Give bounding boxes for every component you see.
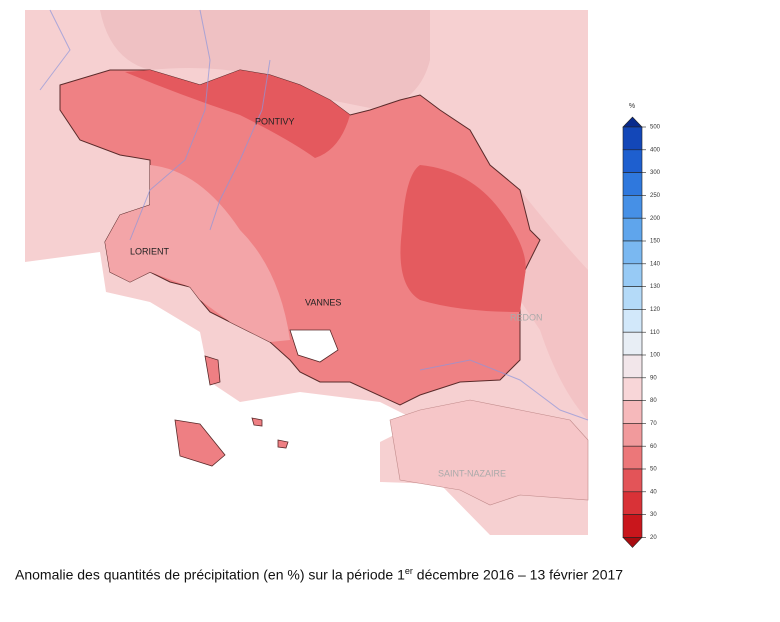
- colorbar-band: [622, 217, 643, 242]
- caption-text: décembre 2016 – 13 février 2017: [412, 566, 624, 583]
- tick-label: 70: [650, 421, 657, 427]
- caption-text: Anomalie des quantités de précipitation …: [15, 566, 405, 583]
- colorbar-band: [622, 195, 643, 219]
- tick-label: 100: [650, 353, 661, 359]
- colorbar-band: [622, 172, 643, 196]
- city-label: LORIENT: [130, 246, 170, 256]
- contour-zone: [400, 165, 526, 312]
- contour-zone: [125, 70, 350, 158]
- colorbar-band: [622, 468, 643, 493]
- river: [39, 9, 589, 421]
- city-label: VANNES: [305, 297, 341, 307]
- tick-label: 40: [650, 489, 657, 495]
- colorbar-band: [622, 309, 643, 333]
- colorbar-band: [622, 445, 643, 470]
- colorbar-band: [622, 354, 643, 379]
- colorbar-band: [622, 149, 643, 173]
- tick-label: 90: [650, 375, 657, 381]
- colorbar-band: [622, 263, 643, 287]
- legend: % 500 400 300 250 200 150 140 130 120 110 100 90 80 7…: [622, 103, 661, 548]
- tick-label: 200: [650, 216, 661, 222]
- colorbar-end: [622, 537, 643, 548]
- colorbar-end: [622, 116, 643, 128]
- tick-label: 150: [650, 239, 661, 245]
- colorbar-band: [622, 423, 643, 447]
- contour-zone: [105, 165, 290, 342]
- caption-superscript: er: [404, 566, 413, 576]
- colorbar-band: [622, 491, 643, 515]
- tick-label: 80: [650, 398, 657, 404]
- contour-zone: [100, 10, 430, 110]
- sea: [25, 252, 490, 535]
- tick-label: 500: [650, 125, 661, 131]
- colorbar-band: [622, 400, 643, 424]
- tick-label: 110: [650, 330, 660, 336]
- island: [204, 355, 221, 386]
- island: [174, 419, 226, 467]
- colorbar-band: [622, 331, 643, 356]
- caption: Anomalie des quantités de précipitation …: [15, 566, 623, 583]
- tick-label: 50: [650, 467, 657, 473]
- tick-label: 120: [650, 307, 661, 313]
- gulf: [289, 329, 339, 363]
- colorbar-band: [622, 377, 643, 401]
- tick-label: 300: [650, 170, 661, 176]
- tick-label: 140: [650, 261, 661, 267]
- island: [251, 417, 289, 449]
- city-label: PONTIVY: [255, 116, 295, 126]
- contour-zone: [520, 190, 588, 420]
- colorbar-band: [622, 514, 643, 538]
- tick-label: 30: [650, 512, 657, 518]
- colorbar-band: [622, 126, 643, 151]
- tick-label: 20: [650, 535, 657, 541]
- tick-label: 250: [650, 193, 661, 199]
- city-label: SAINT-NAZAIRE: [438, 468, 506, 478]
- colorbar-band: [622, 240, 643, 265]
- map: PONTIVY LORIENT VANNES REDON SAINT-NAZAI…: [25, 9, 661, 548]
- legend-unit: %: [629, 103, 635, 110]
- tick-label: 400: [650, 147, 661, 153]
- tick-label: 60: [650, 444, 657, 450]
- colorbar-band: [622, 286, 643, 310]
- land: [389, 399, 589, 506]
- city-label: REDON: [510, 312, 543, 322]
- tick-label: 130: [650, 284, 661, 290]
